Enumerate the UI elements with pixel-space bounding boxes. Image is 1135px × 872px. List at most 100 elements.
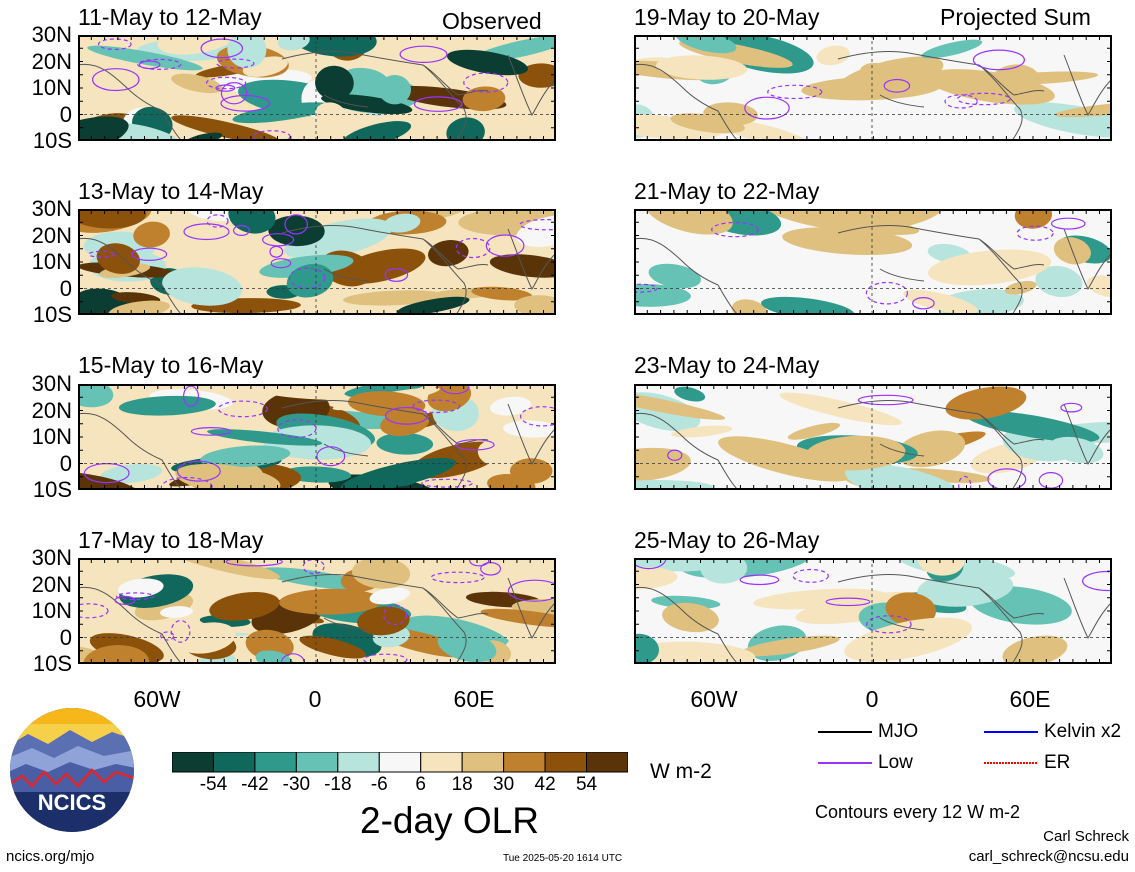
- olr-contour: [97, 38, 132, 50]
- colorbar-segment: [544, 752, 588, 773]
- olr-anomaly-patch: [96, 243, 140, 274]
- olr-anomaly-patch: [163, 558, 280, 580]
- coastline: [78, 573, 556, 664]
- colorbar: [172, 752, 628, 773]
- olr-anomaly-patch: [160, 606, 193, 618]
- olr-anomaly-patch: [471, 286, 533, 301]
- colorbar-segment: [420, 752, 463, 773]
- lat-label: 10N: [31, 75, 72, 100]
- colorbar-tick-label: 42: [534, 774, 556, 795]
- olr-contour: [363, 653, 408, 664]
- olr-contour: [137, 58, 182, 70]
- olr-contour: [711, 221, 759, 238]
- lat-label: 10S: [32, 128, 72, 153]
- olr-map-projected: [634, 558, 1112, 664]
- olr-anomaly-patch: [835, 56, 944, 99]
- olr-anomaly-patch: [209, 592, 280, 621]
- legend-label-kelvin: Kelvin x2: [1044, 721, 1122, 742]
- olr-anomaly-patch: [133, 221, 170, 248]
- colorbar-segment: [461, 752, 505, 773]
- olr-anomaly-patch: [171, 115, 281, 141]
- contour-note: Contours every 12 W m-2: [815, 802, 1021, 822]
- footer-timestamp: Tue 2025-05-20 1614 UTC: [503, 853, 623, 864]
- olr-contour: [269, 245, 284, 258]
- olr-contour: [739, 574, 780, 586]
- olr-contour: [262, 233, 295, 247]
- olr-anomaly-patch: [383, 213, 421, 233]
- olr-anomaly-patch: [945, 386, 1027, 420]
- olr-contour: [190, 427, 232, 436]
- olr-contour: [455, 439, 495, 451]
- olr-contour: [744, 96, 790, 120]
- olr-anomaly-patch: [1014, 102, 1112, 138]
- olr-contour: [160, 631, 175, 641]
- olr-anomaly-patch: [118, 395, 216, 416]
- lat-label: 10N: [31, 598, 72, 623]
- olr-anomaly-patch: [480, 608, 556, 628]
- panel-title-observed-3: 15-May to 16-May: [78, 352, 264, 378]
- olr-anomaly-patch: [399, 597, 454, 612]
- colorbar-units: W m-2: [650, 760, 712, 783]
- coastline: [634, 573, 1112, 664]
- olr-contour: [270, 258, 292, 269]
- lat-label: 10S: [32, 302, 72, 327]
- lon-label-0-right: 0: [865, 686, 879, 712]
- coastline: [634, 50, 1112, 141]
- olr-contour: [206, 214, 229, 228]
- colorbar-tick-label: -30: [282, 774, 311, 795]
- olr-contour: [944, 94, 978, 109]
- olr-contour: [1050, 217, 1086, 230]
- olr-anomaly-patch: [779, 392, 902, 426]
- lon-label-60w-left: 60W: [133, 686, 181, 712]
- legend-lines: [818, 731, 1038, 764]
- olr-anomaly-patch: [378, 74, 411, 105]
- footer-url[interactable]: ncics.org/mjo: [6, 848, 95, 865]
- panel-title-projected-1: 19-May to 20-May: [634, 4, 820, 30]
- olr-anomaly-patch: [315, 65, 354, 101]
- olr-anomaly-patch: [207, 429, 323, 446]
- lat-label: 0: [59, 450, 72, 476]
- olr-anomaly-patch: [634, 447, 691, 482]
- olr-contour: [316, 446, 346, 467]
- olr-anomaly-patch: [78, 116, 129, 141]
- olr-anomaly-patch: [927, 249, 1052, 286]
- olr-anomaly-patch: [926, 69, 1055, 105]
- colorbar-tick-label: 6: [415, 774, 426, 795]
- colorbar-tick-label: -18: [324, 774, 352, 795]
- olr-contour: [88, 250, 116, 258]
- olr-contour: [217, 400, 268, 418]
- olr-anomaly-patch: [700, 558, 748, 584]
- colorbar-tick-label: 30: [493, 774, 515, 795]
- olr-anomaly-patch: [753, 588, 887, 610]
- footer-email[interactable]: carl_schreck@ncsu.edu: [968, 848, 1129, 865]
- olr-anomaly-patch: [245, 629, 294, 661]
- lon-label-60e-right: 60E: [1009, 686, 1051, 712]
- olr-contour: [200, 38, 244, 59]
- olr-anomaly-patch: [187, 209, 243, 222]
- olr-anomaly-patch: [279, 588, 383, 615]
- olr-contour: [866, 615, 912, 634]
- lat-label: 30N: [31, 545, 72, 570]
- olr-anomaly-patch: [816, 45, 850, 66]
- legend-label-low: Low: [878, 752, 913, 773]
- olr-anomaly-patch: [397, 296, 470, 315]
- olr-anomaly-patch: [903, 289, 978, 315]
- olr-anomaly-patch: [1035, 265, 1083, 298]
- footer-author: Carl Schreck: [1043, 828, 1129, 845]
- coastline: [634, 399, 1112, 490]
- olr-contour: [430, 571, 485, 584]
- olr-anomaly-patch: [369, 587, 410, 605]
- olr-anomaly-patch: [176, 622, 236, 654]
- lat-label: 30N: [31, 22, 72, 47]
- olr-anomaly-patch: [634, 389, 726, 420]
- olr-anomaly-patch: [514, 295, 556, 315]
- olr-contour: [825, 597, 871, 607]
- olr-contour: [520, 406, 556, 427]
- lat-label: 0: [59, 624, 72, 650]
- olr-anomaly-patch: [674, 386, 706, 402]
- olr-anomaly-patch: [87, 45, 203, 71]
- olr-contour: [399, 45, 448, 63]
- olr-anomaly-patch: [268, 215, 325, 247]
- legend-label-er: ER: [1044, 752, 1071, 773]
- olr-anomaly-patch: [437, 630, 497, 663]
